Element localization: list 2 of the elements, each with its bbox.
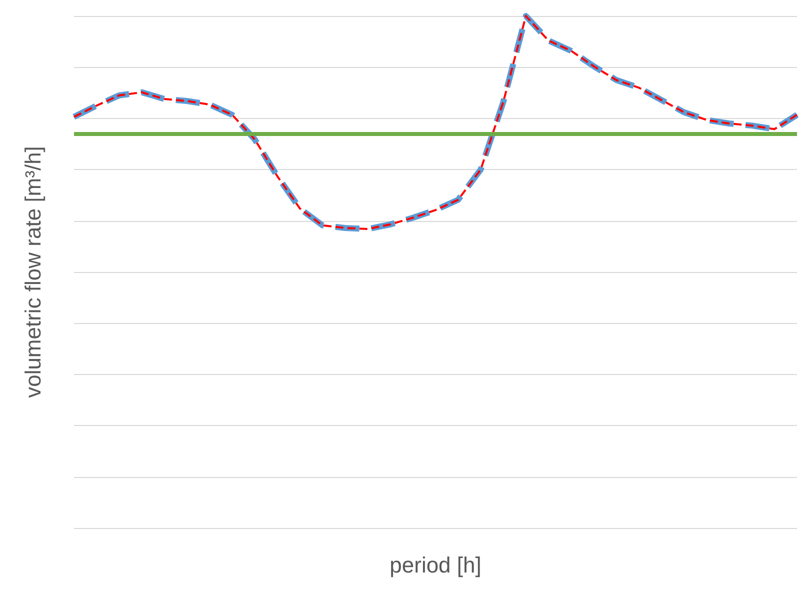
y-axis-title: volumetric flow rate [m³/h] [20, 146, 46, 398]
x-axis-title: period [h] [390, 552, 482, 578]
